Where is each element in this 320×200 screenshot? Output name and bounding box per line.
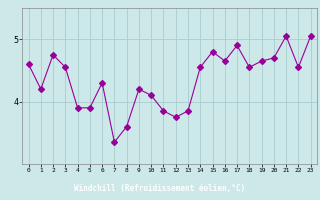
Text: Windchill (Refroidissement éolien,°C): Windchill (Refroidissement éolien,°C) [75, 184, 245, 193]
